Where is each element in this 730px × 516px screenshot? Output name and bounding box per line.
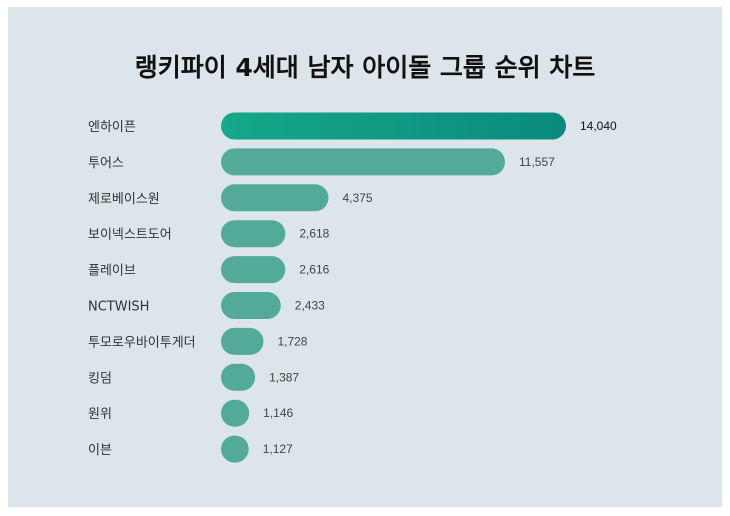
category-label: 투모로우바이투게더 [88, 335, 196, 350]
bar [221, 112, 566, 140]
value-label: 2,616 [299, 263, 329, 277]
bar [221, 327, 264, 355]
category-label: 플레이브 [88, 264, 136, 279]
value-label: 1,387 [269, 370, 299, 384]
bar [221, 184, 329, 212]
bars-layer: 엔하이픈 14,040 투어스 11,557 제로베이스원 4,375 보이넥스트도어 2,6… [88, 112, 617, 463]
bar [221, 292, 281, 319]
category-label: 원위 [88, 407, 112, 422]
value-label: 4,375 [343, 191, 373, 205]
category-label: 보이넥스트도어 [88, 228, 172, 243]
value-label: 1,728 [277, 334, 307, 348]
category-label: 킹덤 [88, 371, 112, 386]
bar [221, 399, 250, 427]
bar [221, 363, 256, 391]
bar [221, 220, 286, 248]
value-label: 1,127 [263, 442, 293, 456]
chart-card: 랭키파이 4세대 남자 아이돌 그룹 순위 차트 [8, 7, 722, 507]
value-label: 2,433 [295, 299, 325, 313]
bar [221, 256, 286, 284]
category-label: 엔하이픈 [88, 120, 136, 135]
value-label: 2,618 [299, 227, 329, 241]
category-label: 투어스 [88, 156, 124, 171]
chart-title: 랭키파이 4세대 남자 아이돌 그룹 순위 차트 [134, 53, 596, 82]
category-label: 이븐 [88, 443, 112, 458]
category-label: 제로베이스원 [88, 192, 160, 207]
value-label: 1,146 [263, 406, 293, 420]
bar [221, 435, 249, 463]
bar [221, 148, 505, 176]
value-label: 11,557 [519, 155, 555, 169]
value-label: 14,040 [580, 119, 617, 133]
category-label: NCTWISH [88, 300, 149, 315]
